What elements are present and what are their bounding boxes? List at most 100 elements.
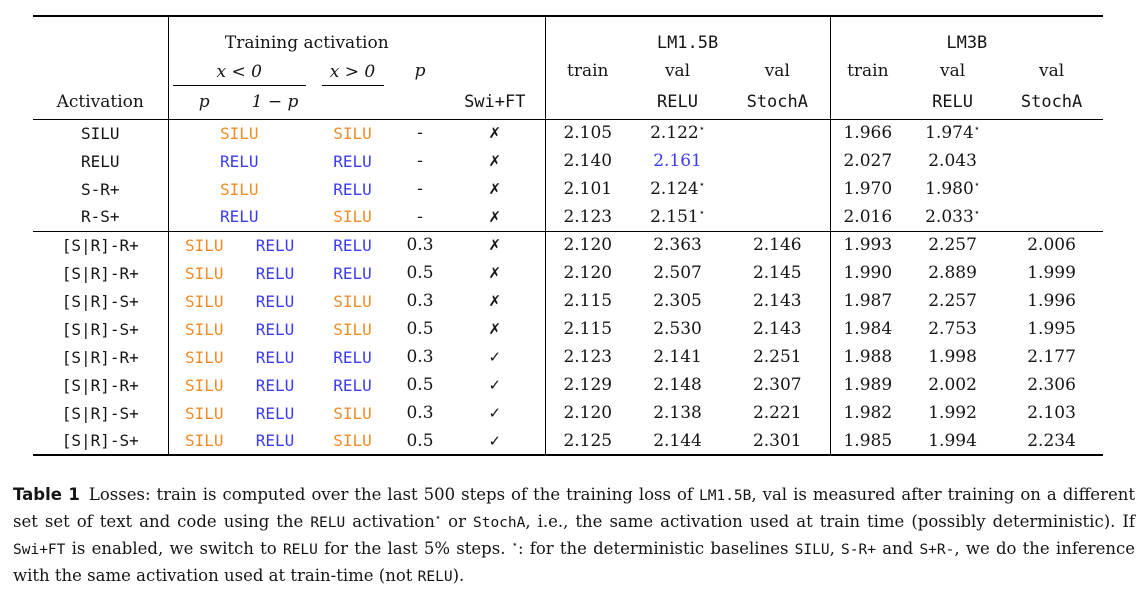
cell-loss-value: 2.124⋆ [650, 179, 705, 199]
cell-loss-value: 2.301 [725, 427, 831, 456]
cell-activation-x-negative: RELU [240, 230, 310, 259]
cell-loss-value: 1.998 [928, 347, 977, 367]
col-subheader-stocha-lm15b: StochA [725, 86, 831, 120]
cell-loss-value: 2.889 [928, 263, 977, 283]
cmidrule-x-positive: x > 0 [321, 62, 384, 86]
cell-p-value: 0.3 [406, 291, 434, 311]
caption-text: Losses: train is computed over the last … [88, 485, 700, 504]
cell-activation-x-negative: RELU [219, 151, 259, 171]
cell-loss-value: 2.144 [630, 427, 726, 456]
cell-p-value: 0.3 [406, 347, 434, 367]
table-block-deterministic: SILU SILU SILU - ✗ 2.105 2.122⋆ 1.966 1.974⋆ RELU… [33, 119, 1103, 231]
star-marker: ⋆ [698, 207, 705, 219]
cell-p-value: 0.3 [406, 403, 434, 423]
cell-activation-x-negative: RELU [255, 403, 295, 423]
cell-loss-value: 2.002 [928, 375, 977, 395]
cell-loss-value: 2.257 [928, 291, 977, 311]
cell-activation-x-positive: SILU [333, 291, 372, 311]
cross-icon: ✗ [445, 230, 546, 259]
cell-loss-value: 2.125 [544, 427, 631, 456]
col-header-p-sub: p [168, 86, 240, 120]
col-header-val-relu-lm15b: val [664, 61, 691, 81]
x-negative-label: x < 0 [216, 62, 262, 82]
cell-loss-value [725, 147, 830, 175]
cell-activation-x-negative: SILU [184, 319, 224, 339]
table-row: [S|R]-R+ SILU RELU RELU 0.5 ✓ 2.129 2.148 2.307 1… [33, 371, 1103, 399]
cell-loss-value: 1.989 [829, 371, 906, 399]
cell-loss-value: 1.995 [1027, 319, 1076, 339]
cell-loss-value: 2.140 [544, 147, 631, 175]
cell-activation-name: [S|R]-R+ [33, 343, 169, 371]
cell-loss-value: 2.753 [928, 319, 977, 339]
table-row: R-S+ RELU SILU - ✗ 2.123 2.151⋆ 2.016 2.033⋆ [33, 203, 1103, 231]
star-marker: ⋆ [973, 123, 981, 135]
cell-loss-value: 2.115 [544, 287, 631, 315]
cell-loss-value: 2.006 [1000, 230, 1104, 259]
cell-loss-value: 2.530 [653, 319, 702, 339]
cell-activation-x-positive: SILU [333, 123, 372, 143]
table-header: Training activation LM1.5B LM3B x < 0 x … [33, 16, 1104, 120]
cell-activation-x-positive: RELU [333, 151, 372, 171]
check-icon: ✓ [488, 348, 502, 366]
results-table: Training activation LM1.5B LM3B x < 0 x … [33, 15, 1104, 456]
cell-loss-value: 2.146 [725, 230, 831, 259]
table-row: [S|R]-R+ SILU RELU RELU 0.5 ✗ 2.120 2.507 2.145 1… [33, 259, 1103, 287]
cell-loss-value: 2.105 [544, 119, 631, 147]
check-icon: ✓ [488, 376, 502, 394]
cell-loss-value: 1.999 [1027, 263, 1076, 283]
cell-loss-value [725, 175, 830, 203]
cell-activation-x-positive: RELU [333, 347, 372, 367]
cell-loss-value [725, 203, 830, 231]
cell-loss-value: 2.161 [653, 151, 702, 171]
cross-icon: ✗ [488, 207, 502, 226]
cell-loss-value: 1.970 [829, 175, 906, 203]
caption-code-text: LM1.5B [699, 488, 752, 504]
caption-code-text: Swi+FT [13, 542, 66, 558]
cell-loss-value [725, 119, 830, 147]
paper-page: Training activation LM1.5B LM3B x < 0 x … [0, 15, 1147, 607]
cell-loss-value: 2.129 [544, 371, 631, 399]
cell-p-value: 0.5 [406, 263, 434, 283]
cell-activation-x-negative: RELU [255, 375, 295, 395]
col-group-x-positive: x > 0 [310, 56, 395, 86]
caption-code-text: RELU [417, 569, 453, 585]
cell-loss-value: 2.138 [653, 403, 702, 423]
caption-text: , we do the inference with the same acti… [13, 539, 1135, 585]
col-header-train-lm15b: train [544, 56, 631, 86]
header-spacer [445, 16, 545, 56]
header-spacer [445, 56, 545, 86]
cell-loss-value: 2.143 [752, 291, 802, 311]
caption-body: Losses: train is computed over the last … [13, 485, 1135, 585]
col-header-swift: Swi+FT [445, 86, 546, 120]
cell-loss-value: 1.993 [829, 230, 906, 259]
cell-activation-name: [S|R]-R+ [33, 259, 169, 287]
header-spacer [33, 16, 169, 56]
col-header-one-minus-p: 1 − p [240, 86, 310, 120]
cell-loss-value: 1.992 [928, 403, 977, 423]
cell-activation-name: S-R+ [33, 175, 169, 203]
cmidrule-x-negative: x < 0 [172, 62, 306, 86]
cell-activation-name: [S|R]-S+ [33, 399, 169, 427]
table-row: [S|R]-S+ SILU RELU SILU 0.5 ✓ 2.125 2.144 2.301 1… [33, 427, 1104, 456]
cell-loss-value [1000, 147, 1103, 175]
caption-code-text: StochA [472, 515, 526, 531]
cell-loss-value: 2.101 [544, 175, 631, 203]
star-marker: ⋆ [973, 179, 981, 191]
table-block-stochastic: [S|R]-R+ SILU RELU RELU 0.3 ✗ 2.120 2.363 2.146 1… [33, 230, 1104, 456]
caption-text: activation [345, 512, 435, 531]
cell-loss-value: 1.990 [829, 259, 906, 287]
cell-loss-value: 2.257 [905, 230, 1001, 259]
cell-loss-value: 1.984 [829, 315, 906, 343]
caption-code-text: S-R+ [841, 542, 876, 558]
table-row: [S|R]-S+ SILU RELU SILU 0.5 ✗ 2.115 2.530 2.143 1… [33, 315, 1103, 343]
cell-activation-x-positive: RELU [333, 179, 372, 199]
col-header-p: p [414, 61, 426, 81]
header-spacer [829, 86, 906, 120]
cell-loss-value: 2.120 [544, 259, 631, 287]
cell-loss-value: 2.234 [1000, 427, 1104, 456]
cell-activation-name: SILU [33, 119, 169, 147]
cell-activation-x-negative: SILU [184, 403, 224, 423]
table-row: SILU SILU SILU - ✗ 2.105 2.122⋆ 1.966 1.974⋆ [33, 119, 1103, 147]
caption-text: , i.e., the same activation used at trai… [525, 512, 1136, 531]
cell-loss-value: 2.115 [544, 315, 631, 343]
